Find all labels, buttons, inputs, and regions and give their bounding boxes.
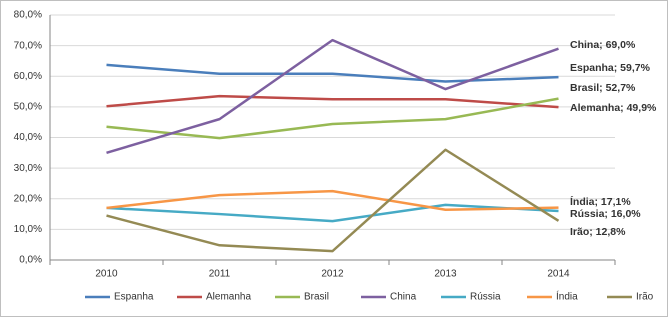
legend-label: Índia — [556, 290, 578, 303]
legend-label: Alemanha — [206, 292, 251, 303]
y-tick-label: 30,0% — [14, 163, 42, 174]
x-tick-label: 2013 — [434, 269, 457, 280]
series-line — [106, 203, 559, 223]
data-label: Índia; 17,1% — [570, 195, 631, 208]
y-tick-label: 80,0% — [14, 10, 42, 21]
series-line — [106, 94, 559, 109]
data-label: Espanha; 59,7% — [570, 62, 651, 74]
y-tick-label: 50,0% — [14, 102, 42, 113]
data-label: China; 69,0% — [570, 39, 636, 51]
legend-label: China — [390, 292, 417, 303]
x-tick-label: 2010 — [95, 269, 118, 280]
y-tick-label: 20,0% — [14, 193, 42, 204]
data-label: Brasil; 52,7% — [570, 82, 636, 94]
y-tick-label: 40,0% — [14, 132, 42, 143]
series-line — [106, 63, 559, 83]
x-tick-label: 2012 — [321, 269, 344, 280]
y-tick-label: 0,0% — [19, 255, 42, 266]
data-label: Rússia; 16,0% — [570, 208, 641, 220]
y-tick-label: 60,0% — [14, 71, 42, 82]
data-label: Irão; 12,8% — [570, 226, 626, 238]
series-line — [106, 148, 560, 253]
y-tick-label: 70,0% — [14, 40, 42, 51]
series-line — [106, 189, 559, 212]
y-tick-label: 10,0% — [14, 224, 42, 235]
series-line — [106, 38, 559, 155]
x-tick-label: 2014 — [547, 269, 570, 280]
legend-label: Espanha — [114, 292, 154, 303]
x-tick-label: 2011 — [209, 269, 231, 280]
data-label: Alemanha; 49,9% — [570, 102, 657, 114]
legend-label: Rússia — [470, 292, 501, 303]
legend-label: Irão — [636, 292, 654, 303]
series-line — [106, 97, 559, 140]
legend-label: Brasil — [304, 292, 329, 303]
